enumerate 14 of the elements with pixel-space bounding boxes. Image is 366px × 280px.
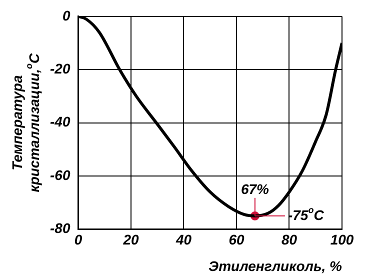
y-tick-label: -80 <box>50 220 70 236</box>
x-tick-label: 100 <box>330 231 354 248</box>
y-tick-label: -20 <box>50 60 70 76</box>
annotation: 67% <box>240 180 270 197</box>
x-tick-label: 60 <box>228 231 244 248</box>
x-axis-title: Этиленгликоль, % <box>208 258 343 274</box>
x-tick-label: 80 <box>281 231 298 248</box>
y-axis-title: Температура кристаллизации,oC <box>8 52 42 192</box>
y-tick-label: -60 <box>50 166 70 183</box>
x-tick-label: 40 <box>174 231 192 248</box>
y-tick-label: -40 <box>50 114 70 130</box>
x-tick-label: 0 <box>74 231 82 248</box>
y-tick-label: 0 <box>62 7 70 24</box>
x-tick-label: 20 <box>122 231 139 248</box>
